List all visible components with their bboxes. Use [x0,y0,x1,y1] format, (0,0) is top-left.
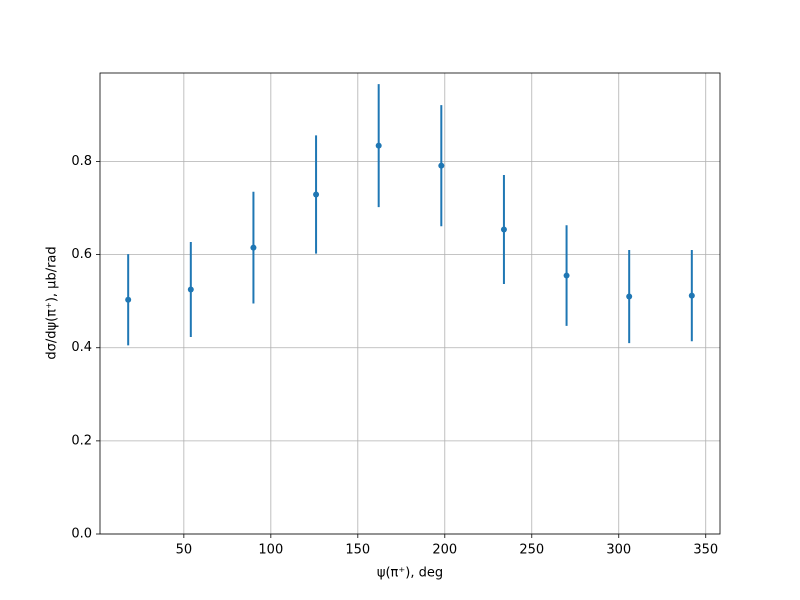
x-tick-label: 150 [345,543,370,558]
x-tick-label: 250 [519,543,544,558]
x-tick-label: 100 [258,543,283,558]
y-tick-label: 0.6 [71,247,92,262]
y-tick-label: 0.0 [71,527,92,542]
data-point [438,162,445,169]
x-tick-label: 350 [693,543,718,558]
y-tick-label: 0.4 [71,340,92,355]
data-point [125,296,132,303]
plot-frame [99,72,721,535]
x-tick-label: 200 [432,543,457,558]
data-point [688,292,695,299]
data-point [187,286,194,293]
data-point [500,226,507,233]
data-point [375,142,382,149]
data-point [313,191,320,198]
x-tick-label: 50 [176,543,193,558]
data-point [626,293,633,300]
y-tick-label: 0.8 [71,154,92,169]
data-point [250,244,257,251]
data-point [563,272,570,279]
y-tick-label: 0.2 [71,433,92,448]
x-tick-label: 300 [606,543,631,558]
x-axis-label: ψ(π⁺), deg [377,566,443,581]
y-axis-label: dσ/dψ(π⁺), μb/rad [45,246,60,359]
